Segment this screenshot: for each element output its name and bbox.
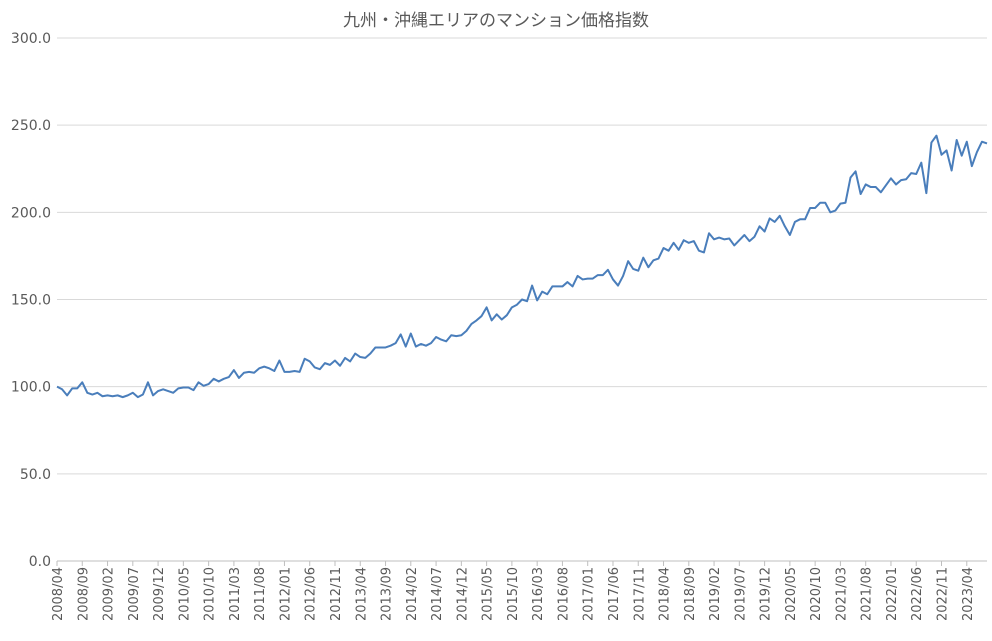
x-tick-label: 2022/01 (885, 567, 900, 621)
x-tick-label: 2018/04 (658, 567, 673, 621)
x-tick-label: 2014/07 (430, 567, 445, 621)
x-tick-label: 2017/11 (632, 567, 647, 621)
x-tick-label: 2008/04 (51, 567, 66, 621)
x-tick-label: 2015/05 (481, 567, 496, 621)
x-tick-label: 2021/08 (860, 567, 875, 621)
chart-title: 九州・沖縄エリアのマンション価格指数 (343, 11, 649, 31)
series-line (56, 134, 988, 399)
x-tick-label: 2010/05 (177, 567, 192, 621)
x-tick-label: 2012/01 (278, 567, 293, 621)
y-tick-label: 50.0 (20, 467, 51, 483)
x-tick-label: 2014/02 (405, 567, 420, 621)
x-tick-label: 2021/03 (834, 567, 849, 621)
x-tick-label: 2018/09 (683, 567, 698, 621)
y-tick-label: 250.0 (11, 118, 51, 134)
x-tick-label: 2013/09 (380, 567, 395, 621)
x-tick-label: 2023/04 (961, 567, 976, 621)
x-tick-label: 2011/08 (253, 567, 268, 621)
x-tick-label: 2016/08 (556, 567, 571, 621)
y-tick-label: 100.0 (11, 380, 51, 396)
x-tick-label: 2011/03 (228, 567, 243, 621)
x-tick-label: 2010/10 (203, 567, 218, 621)
x-tick-label: 2019/07 (733, 567, 748, 621)
x-tick-label: 2017/06 (607, 567, 622, 621)
x-tick-label: 2014/12 (455, 567, 470, 621)
x-tick-label: 2020/05 (784, 567, 799, 621)
x-tick-label: 2009/02 (102, 567, 117, 621)
y-tick-label: 0.0 (29, 554, 51, 570)
x-tick-label: 2019/02 (708, 567, 723, 621)
x-tick-label: 2015/10 (506, 567, 521, 621)
x-tick-label: 2012/06 (304, 567, 319, 621)
x-tick-label: 2016/03 (531, 567, 546, 621)
y-tick-label: 200.0 (11, 205, 51, 221)
y-tick-label: 150.0 (11, 293, 51, 309)
x-tick-label: 2012/11 (329, 567, 344, 621)
x-tick-label: 2009/07 (127, 567, 142, 621)
y-tick-label: 300.0 (11, 31, 51, 47)
x-tick-label: 2013/04 (354, 567, 369, 621)
x-tick-label: 2017/01 (582, 567, 597, 621)
x-tick-label: 2019/12 (759, 567, 774, 621)
x-tick-label: 2009/12 (152, 567, 167, 621)
x-tick-label: 2022/11 (936, 567, 951, 621)
x-tick-label: 2008/09 (76, 567, 91, 621)
x-tick-label: 2020/10 (809, 567, 824, 621)
x-tick-label: 2022/06 (910, 567, 925, 621)
